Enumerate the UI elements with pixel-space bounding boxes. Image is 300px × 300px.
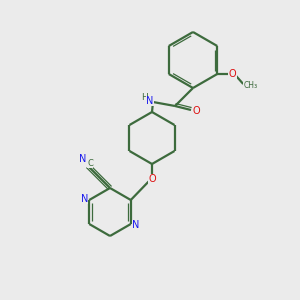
Text: C: C	[87, 158, 93, 167]
Text: N: N	[79, 154, 87, 164]
Text: O: O	[192, 106, 200, 116]
Text: N: N	[146, 96, 154, 106]
Text: O: O	[228, 69, 236, 79]
Text: O: O	[148, 174, 156, 184]
Text: N: N	[80, 194, 88, 204]
Text: H: H	[141, 94, 147, 103]
Text: CH₃: CH₃	[243, 82, 257, 91]
Text: N: N	[132, 220, 140, 230]
